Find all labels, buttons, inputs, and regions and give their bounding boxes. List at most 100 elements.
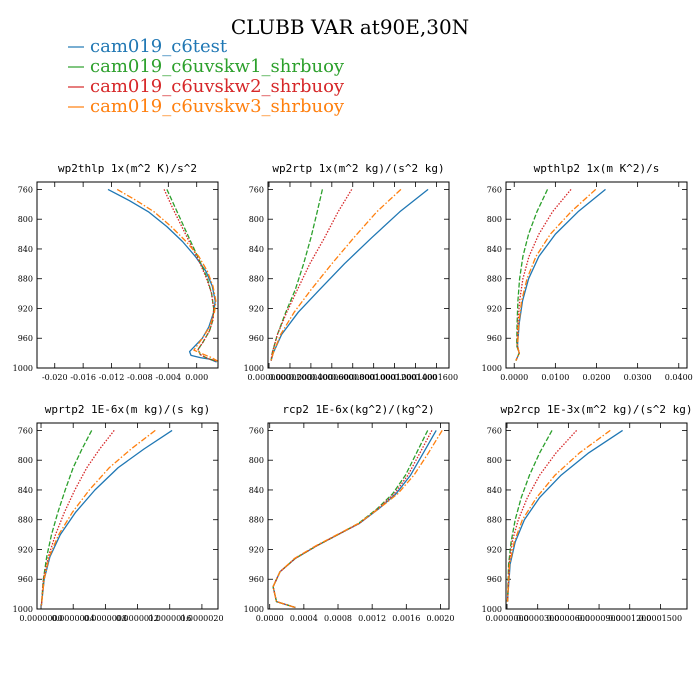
x-tick-label: 0.0000000 [247, 373, 290, 382]
chart-panel: rcp2 1E-6x(kg^2)/(kg^2) 760 800 840 880 920 96… [244, 403, 455, 623]
x-tick-label: 0.0300 [624, 373, 652, 382]
series-line [116, 188, 218, 362]
series-line [515, 188, 606, 361]
series-line [272, 430, 429, 609]
y-tick-label: 840 [249, 245, 264, 254]
x-tick-label: 0.0001200 [608, 614, 651, 623]
y-tick-label: 760 [487, 426, 502, 435]
x-tick-label: 0.0000 [256, 614, 284, 623]
chart-panel: wpthlp2 1x(m K^2)/s 760 800 840 880 920 960 100… [482, 162, 693, 382]
series-line [506, 429, 578, 602]
series-line [272, 430, 443, 609]
y-tick-label: 960 [249, 334, 264, 343]
y-tick-label: 920 [249, 304, 264, 313]
y-tick-label: 960 [18, 334, 33, 343]
chart-panel: wp2rcp 1E-3x(m^2 kg)/(s^2 kg) 760 800 840 88… [482, 403, 693, 623]
x-tick-label: 0.0016 [392, 614, 420, 623]
panel-title: wp2rtp 1x(m^2 kg)/(s^2 kg) [272, 162, 444, 175]
x-tick-label: 0.0001400 [394, 373, 437, 382]
y-tick-label: 840 [487, 245, 502, 254]
panel-title: rcp2 1E-6x(kg^2)/(kg^2) [282, 403, 434, 416]
plot-frame [36, 181, 219, 369]
series-line [40, 429, 156, 606]
series-line [515, 189, 549, 361]
x-tick-label: -0.004 [156, 373, 182, 382]
series-line [272, 430, 433, 609]
series-line [270, 188, 402, 361]
y-tick-label: 760 [18, 426, 33, 435]
x-tick-label: 0.0001600 [415, 373, 458, 382]
y-tick-label: 920 [249, 545, 264, 554]
x-tick-label: 0.0000 [500, 373, 528, 382]
x-tick-label: 0.0001000 [352, 373, 395, 382]
y-tick-label: 960 [487, 334, 502, 343]
figure-title: CLUBB VAR at90E,30N [231, 15, 469, 39]
y-tick-label: 800 [487, 215, 502, 224]
y-tick-label: 800 [18, 456, 33, 465]
x-tick-label: 0.0000020 [180, 614, 223, 623]
y-tick-label: 760 [249, 185, 264, 194]
series-line [40, 429, 173, 606]
x-tick-label: 0.0000016 [148, 614, 191, 623]
x-tick-label: 0.000 [185, 373, 208, 382]
plot-frame [36, 422, 219, 610]
series-line [272, 430, 437, 609]
x-tick-label: 0.0001500 [639, 614, 682, 623]
y-tick-label: 800 [487, 456, 502, 465]
panel-title: wp2thlp 1x(m^2 K)/s^2 [58, 162, 197, 175]
y-tick-label: 960 [487, 575, 502, 584]
y-tick-label: 1000 [244, 605, 264, 614]
x-tick-label: -0.016 [70, 373, 96, 382]
series-line [506, 429, 623, 602]
series-line [270, 189, 353, 361]
x-tick-label: 0.0400 [665, 373, 693, 382]
x-tick-label: 0.0000900 [577, 614, 620, 623]
y-tick-label: 1000 [482, 364, 502, 373]
plot-frame [267, 422, 450, 610]
series-line [506, 429, 611, 602]
x-tick-label: 0.0000004 [52, 614, 95, 623]
x-tick-label: 0.0000600 [310, 373, 353, 382]
panels: wp2thlp 1x(m^2 K)/s^2 760 800 840 880 920 960 1… [13, 162, 693, 623]
series-line [40, 430, 115, 606]
x-tick-label: 0.0001200 [373, 373, 416, 382]
x-tick-label: 0.0000800 [331, 373, 374, 382]
legend-entry: cam019_c6uvskw2_shrbuoy [68, 76, 345, 97]
series-line [40, 430, 93, 606]
plot-frame [505, 181, 688, 369]
y-tick-label: 840 [18, 486, 33, 495]
panel-title: wp2rcp 1E-3x(m^2 kg)/(s^2 kg) [500, 403, 692, 416]
x-tick-label: 0.0012 [358, 614, 386, 623]
x-tick-label: 0.0004 [290, 614, 318, 623]
x-tick-label: 0.0000200 [268, 373, 311, 382]
x-tick-label: -0.008 [127, 373, 153, 382]
y-tick-label: 920 [487, 545, 502, 554]
legend-label: cam019_c6uvskw3_shrbuoy [90, 96, 345, 117]
series-line [270, 189, 324, 361]
x-tick-label: 0.0020 [426, 614, 454, 623]
chart-panel: wp2thlp 1x(m^2 K)/s^2 760 800 840 880 920 960 1… [13, 162, 219, 382]
legend-entry: cam019_c6test [68, 36, 228, 57]
legend-entry: cam019_c6uvskw1_shrbuoy [68, 56, 345, 77]
x-tick-label: 0.0000008 [84, 614, 127, 623]
x-tick-label: 0.0008 [324, 614, 352, 623]
y-tick-label: 760 [249, 426, 264, 435]
series-line [506, 430, 553, 602]
y-tick-label: 760 [487, 185, 502, 194]
x-tick-label: -0.012 [99, 373, 125, 382]
legend-entry: cam019_c6uvskw3_shrbuoy [68, 96, 345, 117]
y-tick-label: 960 [18, 575, 33, 584]
x-tick-label: -0.020 [42, 373, 68, 382]
plot-frame [267, 181, 450, 369]
x-tick-label: 0.0000000 [485, 614, 528, 623]
y-tick-label: 800 [18, 215, 33, 224]
y-tick-label: 800 [249, 215, 264, 224]
chart-panel: wprtp2 1E-6x(m kg)/(s kg) 760 800 840 880 920… [13, 403, 224, 623]
plot-frame [505, 422, 688, 610]
chart-panel: wp2rtp 1x(m^2 kg)/(s^2 kg) 760 800 840 880 92… [244, 162, 458, 382]
legend-label: cam019_c6test [90, 36, 228, 57]
x-tick-label: 0.0000600 [547, 614, 590, 623]
y-tick-label: 880 [487, 275, 502, 284]
y-tick-label: 880 [249, 275, 264, 284]
